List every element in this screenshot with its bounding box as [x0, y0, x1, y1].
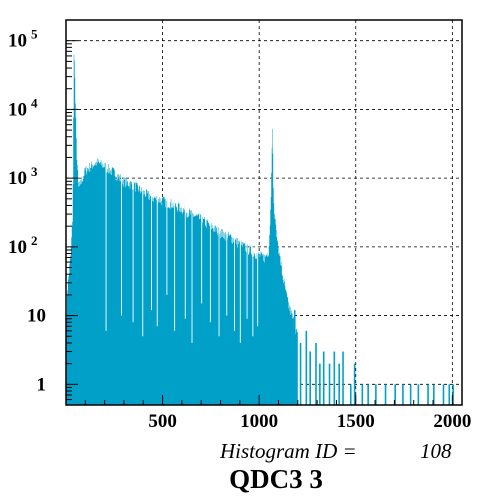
histogram-gap [142, 186, 144, 337]
histogram-bin [305, 330, 308, 405]
y-tick-label: 10 [8, 168, 27, 189]
histogram-bin [322, 351, 325, 405]
histogram-bin [452, 384, 454, 405]
histogram-gap [150, 191, 152, 311]
histogram-bin [319, 363, 321, 405]
y-tick-label: 1 [37, 374, 47, 395]
histogram-gap [209, 220, 211, 323]
histogram-bin [309, 351, 311, 405]
histogram-id-label: Histogram ID = [219, 439, 357, 463]
x-tick-label: 500 [148, 411, 177, 432]
histogram-bin [349, 384, 352, 405]
axis-ticks [65, 19, 453, 406]
y-tick-exponent: 2 [31, 233, 38, 248]
histogram-bin [315, 342, 317, 405]
histogram-bin [361, 384, 364, 405]
histogram-bin [328, 363, 331, 405]
histogram-fill [66, 54, 298, 406]
histogram-gap [166, 196, 168, 295]
histogram-bin [299, 342, 302, 405]
histogram-gap [191, 208, 193, 343]
histogram-bars [66, 54, 454, 406]
x-tick-label: 2000 [433, 411, 471, 432]
histogram-bin [293, 310, 296, 405]
y-tick-label: 10 [8, 31, 27, 52]
histogram-gap [239, 238, 241, 343]
histogram-gap [201, 214, 203, 304]
histogram-bin [375, 384, 377, 405]
histogram-gap [257, 248, 259, 327]
histogram-gap [234, 234, 235, 331]
y-tick-exponent: 3 [31, 164, 38, 179]
histogram-bin [402, 384, 404, 405]
histogram-bin [367, 384, 369, 405]
histogram-bin [448, 384, 451, 405]
x-tick-label: 1000 [240, 411, 278, 432]
histogram-bin [353, 363, 356, 405]
histogram-bin [342, 351, 344, 405]
histogram-gap [226, 229, 228, 316]
y-tick-label: 10 [27, 306, 46, 327]
histogram-gap [105, 161, 107, 331]
x-axis-tick-labels: 500 1000 1500 2000 [148, 411, 471, 432]
plot-frame [65, 19, 463, 406]
histogram-bin [384, 384, 387, 405]
chart-title: QDC3 3 [229, 464, 323, 494]
y-axis-tick-labels: 1 10 10 2 10 3 10 4 10 5 [8, 27, 46, 396]
histogram-gap [132, 179, 134, 323]
histogram-gap [218, 226, 220, 337]
histogram-id-value: 108 [420, 439, 452, 463]
y-tick-label: 10 [8, 99, 27, 120]
histogram-bin [442, 384, 445, 405]
histogram-gap [121, 173, 122, 316]
histogram-bin [427, 384, 429, 405]
histogram-gap [184, 204, 186, 319]
histogram-gap [174, 199, 176, 331]
histogram-gap [252, 246, 254, 337]
histogram-bin [433, 384, 435, 405]
y-tick-exponent: 5 [31, 27, 38, 42]
histogram-gap [156, 193, 158, 327]
histogram-bin [409, 384, 412, 405]
histogram-bin [338, 363, 340, 405]
x-tick-label: 1500 [337, 411, 375, 432]
y-tick-exponent: 4 [31, 95, 38, 110]
histogram-bin [394, 384, 396, 405]
y-tick-label: 10 [8, 237, 27, 258]
histogram-gap [246, 242, 248, 319]
histogram-bin [417, 384, 420, 405]
histogram-bin [333, 351, 336, 405]
